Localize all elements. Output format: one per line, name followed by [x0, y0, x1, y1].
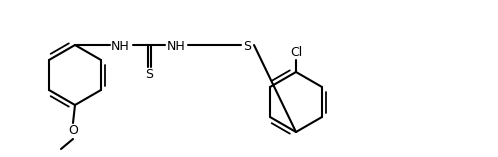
Text: S: S	[145, 68, 153, 81]
Text: NH: NH	[167, 40, 185, 52]
Text: O: O	[68, 125, 78, 138]
Text: NH: NH	[111, 40, 129, 52]
Text: S: S	[243, 40, 251, 52]
Text: Cl: Cl	[290, 46, 302, 59]
